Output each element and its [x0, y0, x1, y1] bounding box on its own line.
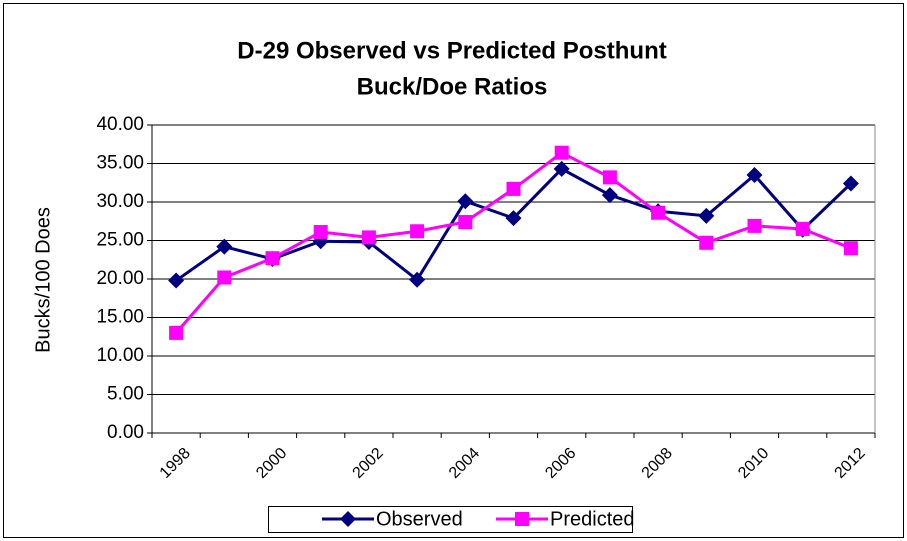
y-tick-label: 35.00	[96, 153, 144, 174]
marker-square	[458, 215, 473, 230]
marker-square	[410, 224, 425, 239]
chart-title: D-29 Observed vs Predicted Posthunt	[237, 37, 666, 64]
marker-square	[217, 270, 232, 285]
marker-diamond	[698, 207, 715, 224]
marker-diamond	[842, 175, 859, 192]
y-tick-label: 30.00	[96, 191, 144, 212]
y-tick-label: 20.00	[96, 268, 144, 289]
y-tick-label: 5.00	[107, 384, 144, 405]
marker-square	[506, 181, 521, 196]
legend-label: Predicted	[550, 508, 635, 530]
y-tick-label: 0.00	[107, 422, 144, 443]
marker-square	[843, 241, 858, 256]
marker-diamond	[409, 271, 426, 288]
marker-square	[515, 512, 529, 526]
marker-diamond	[746, 167, 763, 184]
marker-square	[265, 251, 280, 266]
y-tick-label: 15.00	[96, 307, 144, 328]
marker-square	[651, 205, 666, 220]
marker-square	[602, 170, 617, 185]
marker-square	[169, 325, 184, 340]
marker-diamond	[168, 272, 185, 289]
marker-square	[554, 145, 569, 160]
marker-diamond	[601, 187, 618, 204]
marker-diamond	[505, 210, 522, 227]
marker-diamond	[340, 511, 356, 527]
marker-diamond	[457, 193, 474, 210]
marker-diamond	[553, 160, 570, 177]
marker-square	[361, 230, 376, 245]
marker-square	[699, 235, 714, 250]
y-tick-label: 10.00	[96, 345, 144, 366]
marker-diamond	[216, 238, 233, 255]
y-tick-label: 25.00	[96, 230, 144, 251]
y-axis-label: Bucks/100 Does	[32, 207, 54, 353]
marker-square	[795, 221, 810, 236]
legend: Observed Predicted	[268, 506, 635, 533]
legend-label: Observed	[376, 508, 463, 530]
marker-square	[313, 225, 328, 240]
chart-title: Buck/Doe Ratios	[357, 73, 548, 100]
y-tick-label: 40.00	[96, 114, 144, 135]
marker-square	[747, 218, 762, 233]
